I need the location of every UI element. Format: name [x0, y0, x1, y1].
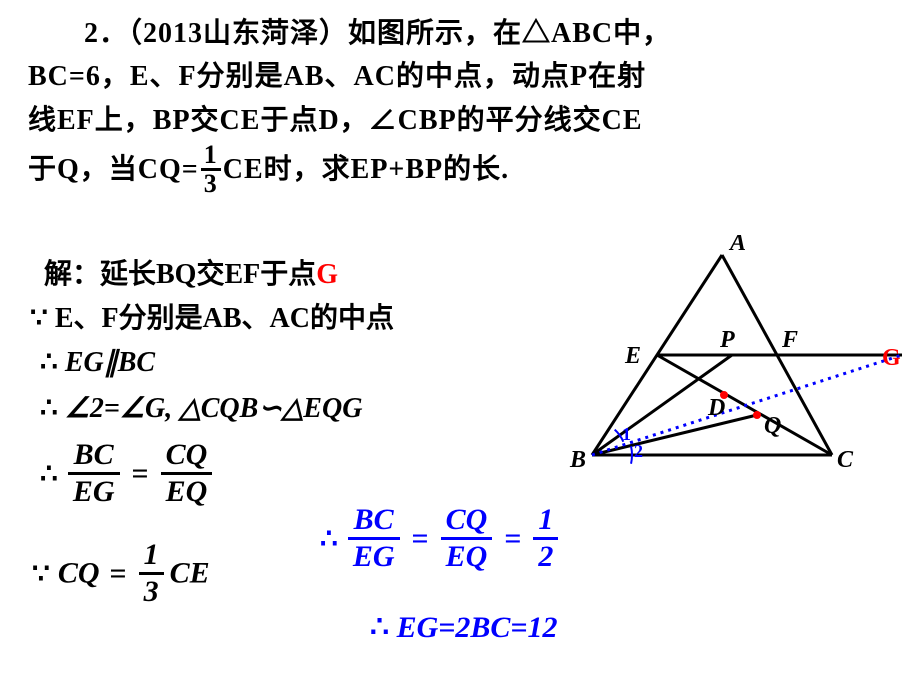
eq3-n2: CQ	[441, 505, 493, 540]
eq2-because: ∵	[32, 557, 50, 591]
problem-line3: 线EF上，BP交CE于点D，∠CBP的平分线交CE	[28, 105, 643, 136]
s3-therefore: ∴	[40, 347, 58, 378]
eq3-frac2: CQ EQ	[441, 505, 493, 572]
eq3-frac1: BC EG	[348, 505, 400, 572]
equation-1: ∴ BC EG = CQ EQ	[40, 440, 214, 507]
eq3-eqa: =	[412, 522, 429, 556]
eq3-d2: EQ	[441, 540, 493, 572]
svg-text:P: P	[719, 327, 735, 353]
svg-text:C: C	[837, 447, 854, 473]
eq3-d3: 2	[533, 540, 558, 572]
frac-num: 1	[201, 142, 221, 171]
eq1-n2: CQ	[161, 440, 213, 475]
svg-text:B: B	[569, 447, 586, 473]
svg-text:2: 2	[634, 441, 643, 461]
eq2-eq: =	[110, 557, 127, 591]
eq3-n3: 1	[533, 505, 558, 540]
eq1-frac2: CQ EQ	[161, 440, 213, 507]
solution-step4: ∴ ∠2=∠G, △CQB∽△EQG	[40, 392, 362, 426]
geometry-diagram: A B C E F P D Q G 12	[512, 235, 912, 475]
eq3-n1: BC	[348, 505, 400, 540]
problem-fraction: 1 3	[201, 142, 221, 197]
solution-conclusion: ∴ EG=2BC=12	[370, 610, 557, 646]
problem-text: 2．（2013山东菏泽）如图所示，在△ABC中， BC=6，E、F分别是AB、A…	[28, 12, 900, 197]
solution-step1: 解：延长BQ交EF于点G	[44, 258, 338, 292]
svg-text:F: F	[781, 327, 798, 353]
eq2-rd: 3	[139, 575, 164, 607]
eq1-d1: EG	[68, 475, 120, 507]
equation-3: ∴ BC EG = CQ EQ = 1 2	[320, 505, 560, 572]
eq3-frac3: 1 2	[533, 505, 558, 572]
eq1-frac1: BC EG	[68, 440, 120, 507]
equation-2: ∵ CQ = 1 3 CE	[32, 540, 210, 607]
eq3-eqb: =	[504, 522, 521, 556]
svg-text:A: A	[728, 235, 746, 256]
svg-text:D: D	[707, 395, 725, 421]
concl-text: EG=2BC=12	[397, 611, 558, 644]
s1-text: 解：延长BQ交EF于点	[44, 259, 316, 290]
eq3-d1: EG	[348, 540, 400, 572]
s2-because: ∵	[30, 303, 48, 334]
eq3-therefore: ∴	[320, 522, 338, 556]
problem-line4a: 于Q，当CQ=	[28, 148, 199, 191]
problem-line1: 2．（2013山东菏泽）如图所示，在△ABC中，	[84, 18, 671, 49]
eq1-n1: BC	[68, 440, 120, 475]
s4-text: ∠2=∠G, △CQB∽△EQG	[65, 393, 363, 424]
page: 2．（2013山东菏泽）如图所示，在△ABC中， BC=6，E、F分别是AB、A…	[0, 0, 920, 690]
problem-line2: BC=6，E、F分别是AB、AC的中点，动点P在射	[28, 61, 646, 92]
eq1-equals: =	[132, 457, 149, 491]
svg-text:Q: Q	[764, 413, 781, 439]
frac-den: 3	[201, 171, 221, 197]
problem-line4b: CE时，求EP+BP的长.	[223, 148, 509, 191]
s3-text: EG∥BC	[65, 347, 155, 378]
eq2-lhs: CQ	[58, 557, 100, 590]
svg-text:1: 1	[622, 424, 631, 444]
solution-step2: ∵ E、F分别是AB、AC的中点	[30, 302, 394, 336]
svg-text:G: G	[882, 345, 901, 371]
concl-therefore: ∴	[370, 611, 389, 644]
solution-step3: ∴ EG∥BC	[40, 346, 155, 380]
eq2-rhs: CE	[170, 557, 210, 590]
eq2-rn: 1	[139, 540, 164, 575]
svg-text:E: E	[624, 343, 641, 369]
eq1-therefore: ∴	[40, 457, 58, 491]
s4-therefore: ∴	[40, 393, 58, 424]
eq1-d2: EQ	[161, 475, 213, 507]
diagram-svg: A B C E F P D Q G 12	[512, 235, 912, 475]
s1-G: G	[316, 259, 338, 290]
eq2-frac: 1 3	[139, 540, 164, 607]
s2-text: E、F分别是AB、AC的中点	[55, 303, 394, 334]
